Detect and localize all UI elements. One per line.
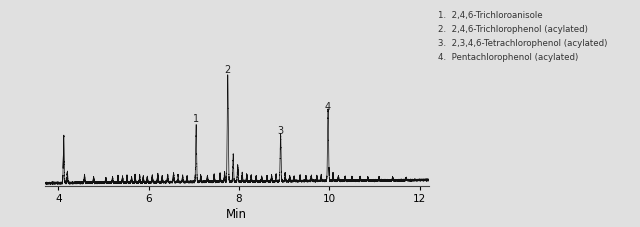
Text: 1.  2,4,6-Trichloroanisole
2.  2,4,6-Trichlorophenol (acylated)
3.  2,3,4,6-Tetr: 1. 2,4,6-Trichloroanisole 2. 2,4,6-Trich… xyxy=(438,11,608,62)
Text: 1: 1 xyxy=(193,114,199,123)
Text: 2: 2 xyxy=(225,64,231,74)
Text: 3: 3 xyxy=(278,126,284,136)
Text: 4: 4 xyxy=(325,101,331,111)
X-axis label: Min: Min xyxy=(227,207,247,220)
